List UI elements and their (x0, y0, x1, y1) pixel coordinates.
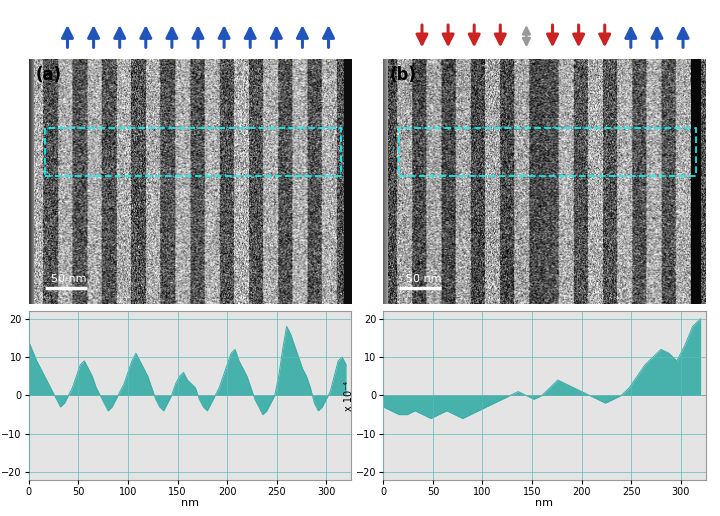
Text: 50 nm: 50 nm (51, 274, 87, 284)
X-axis label: nm: nm (536, 498, 554, 508)
Text: (b): (b) (390, 67, 417, 85)
Text: 50 nm: 50 nm (406, 274, 441, 284)
Bar (400, 127, 696, 176)
Text: (a): (a) (35, 67, 61, 85)
Bar (45, 127, 341, 176)
X-axis label: nm: nm (181, 498, 199, 508)
Y-axis label: x 10⁻⁴: x 10⁻⁴ (344, 380, 354, 411)
